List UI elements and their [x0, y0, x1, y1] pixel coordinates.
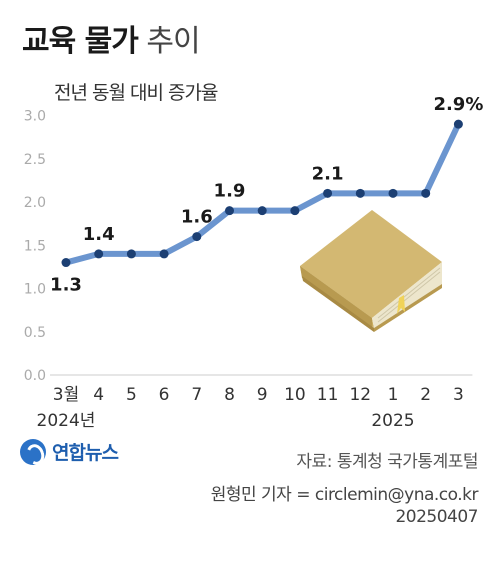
data-point	[159, 249, 169, 259]
data-point	[225, 206, 234, 216]
data-label: 1.9	[214, 181, 246, 202]
x-tick-label: 4	[93, 385, 104, 405]
chart-subtitle: 전년 동월 대비 증가율	[54, 82, 218, 104]
x-tick-label: 11	[317, 385, 339, 405]
y-tick-label: 2.0	[24, 195, 46, 211]
data-label: 2.1	[312, 163, 344, 184]
data-label: 1.6	[181, 207, 213, 228]
title-suffix: 추이	[146, 24, 200, 59]
data-label: 1.3	[50, 275, 82, 296]
y-axis: 0.0 0.5 1.0 1.5 2.0 2.5 3.0	[24, 109, 46, 385]
data-point	[290, 206, 300, 216]
source-note: 자료: 통계청 국가통계포털	[296, 452, 478, 472]
x-tick-label: 3	[453, 385, 464, 405]
y-tick-label: 1.0	[24, 282, 46, 298]
data-label: 2.9%	[433, 94, 483, 115]
y-tick-label: 2.5	[24, 152, 46, 168]
x-tick-label: 5	[126, 385, 137, 405]
y-tick-label: 0.5	[24, 325, 46, 341]
x-tick-label: 8	[224, 385, 235, 405]
credit-line: 원형민 기자 = circlemin@yna.co.kr	[210, 485, 479, 505]
logo-text: 연합뉴스	[52, 442, 119, 464]
data-label: 1.4	[83, 224, 115, 245]
data-point	[126, 249, 136, 259]
x-tick-label: 6	[159, 385, 170, 405]
page-title: 교육 물가 추이	[22, 16, 201, 60]
x-tick-label: 1	[388, 385, 399, 405]
x-tick-label: 2	[420, 385, 431, 405]
data-point	[355, 188, 365, 198]
book-icon	[300, 210, 442, 332]
data-point	[421, 188, 431, 198]
data-point	[453, 119, 463, 129]
x-tick-label: 3월	[53, 385, 79, 405]
x-tick-label: 7	[191, 385, 202, 405]
data-point	[388, 188, 398, 198]
y-tick-label: 3.0	[24, 109, 46, 125]
credit-date: 20250407	[395, 507, 478, 527]
series-markers	[61, 119, 463, 268]
year-label: 2024년	[37, 411, 96, 431]
data-point	[257, 206, 267, 216]
y-tick-label: 0.0	[24, 368, 46, 384]
data-labels: 1.3 1.4 1.61.9 2.1 2.9%	[50, 94, 483, 295]
x-tick-label: 10	[284, 385, 306, 405]
year-label: 2025	[371, 411, 414, 431]
data-point	[61, 258, 71, 268]
publisher-logo: 연합뉴스	[20, 438, 119, 465]
data-point	[192, 232, 202, 242]
credit: 원형민 기자 = circlemin@yna.co.kr 20250407	[210, 484, 479, 528]
data-point	[94, 249, 104, 259]
y-tick-label: 1.5	[24, 238, 46, 254]
title-main: 교육 물가	[22, 24, 139, 59]
x-tick-label: 12	[349, 385, 371, 405]
yonhap-logo-icon	[20, 438, 46, 465]
data-point	[323, 188, 333, 198]
x-tick-label: 9	[257, 385, 268, 405]
